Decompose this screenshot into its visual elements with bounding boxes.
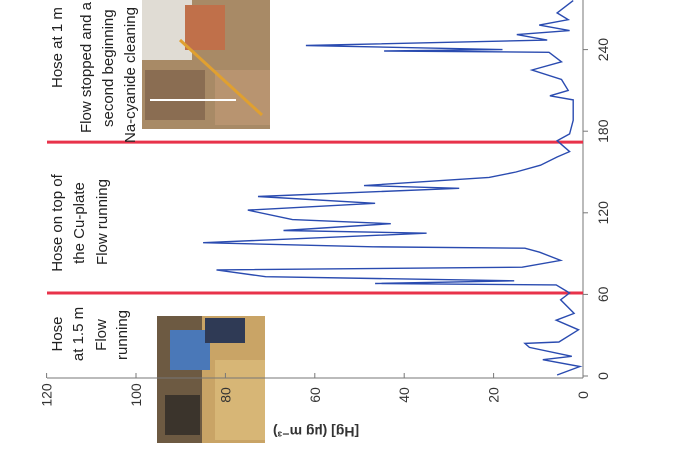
annotation-phase3-line3: second beginning xyxy=(100,9,117,127)
annotation-phase2-line1: Hose on top of xyxy=(49,173,66,271)
hg-axis-label: [Hg] (µg m⁻³) xyxy=(273,424,359,440)
time-tick-label: 120 xyxy=(595,201,611,225)
hg-tick-label: 100 xyxy=(128,383,144,407)
photo-workers-phase3 xyxy=(142,0,270,129)
annotation-phase1-line2: at 1.5 m xyxy=(70,307,87,361)
hg-tick-label: 80 xyxy=(217,387,233,403)
hg-tick-label: 40 xyxy=(396,387,412,403)
annotation-phase3-line4: Na-cyanide cleaning xyxy=(122,7,139,143)
time-tick-label: 180 xyxy=(595,119,611,143)
annotation-phase1-line3: Flow xyxy=(93,319,110,351)
time-tick-label: 60 xyxy=(595,286,611,302)
annotation-phase2-line3: Flow running xyxy=(94,179,111,265)
photo-workers-phase1 xyxy=(157,316,265,443)
annotation-phase1-line1: Hose xyxy=(49,316,66,351)
hg-tick-label: 120 xyxy=(39,383,55,407)
time-tick-label: 240 xyxy=(595,38,611,62)
hg-tick-label: 0 xyxy=(575,391,591,399)
hg-tick-label: 20 xyxy=(486,387,502,403)
annotation-phase1-line4: running xyxy=(114,310,131,360)
time-tick-label: 0 xyxy=(595,372,611,380)
annotation-phase3-line2: Flow stopped and a xyxy=(78,1,95,133)
hg-series-line xyxy=(203,0,583,376)
annotation-phase2-line2: the Cu-plate xyxy=(71,182,88,264)
annotation-phase3-line1: Hose at 1 m xyxy=(49,7,66,88)
hg-tick-label: 60 xyxy=(307,387,323,403)
